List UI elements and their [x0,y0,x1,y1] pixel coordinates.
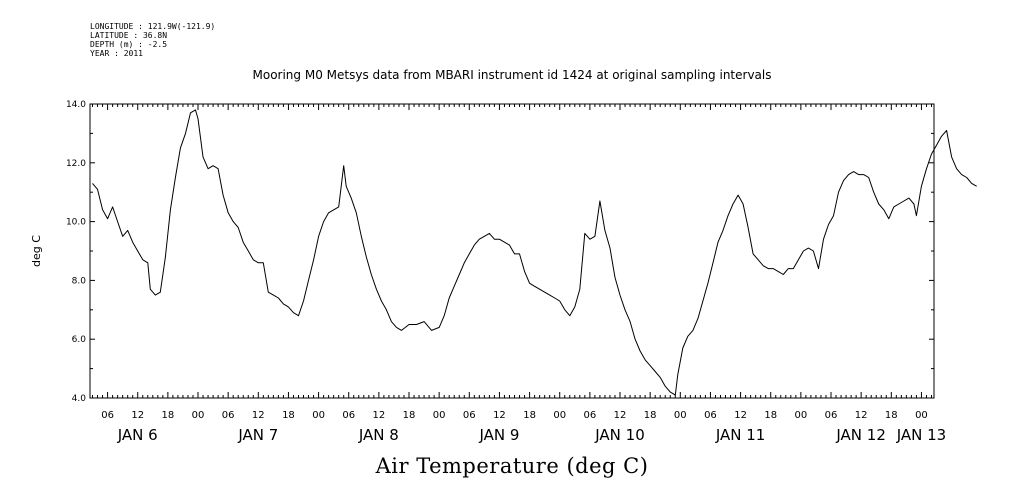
x-hour-tick-label: 12 [252,410,265,421]
latitude-text: LATITUDE : 36.8N [90,31,168,40]
x-hour-tick-label: 00 [915,410,928,421]
x-hour-tick-label: 12 [855,410,868,421]
depth-text: DEPTH (m) : -2.5 [90,40,168,49]
x-hour-tick-label: 00 [553,410,566,421]
x-hour-tick-label: 00 [192,410,205,421]
x-day-label: JAN 7 [237,426,278,444]
x-hour-tick-label: 12 [131,410,144,421]
y-tick-label: 14.0 [66,100,86,110]
x-day-label: JAN 6 [117,426,158,444]
x-hour-tick-label: 18 [644,410,657,421]
x-hour-tick-label: 00 [312,410,325,421]
x-hour-tick-label: 18 [764,410,777,421]
x-hour-tick-label: 06 [101,410,114,421]
x-hour-tick-label: 06 [825,410,838,421]
x-hour-tick-label: 12 [493,410,506,421]
x-hour-tick-label: 00 [433,410,446,421]
x-day-label: JAN 10 [594,426,645,444]
x-day-label: JAN 8 [358,426,399,444]
station-metadata: LONGITUDE : 121.9W(-121.9) LATITUDE : 36… [90,22,215,58]
x-day-label: JAN 13 [896,426,947,444]
y-tick-label: 6.0 [72,335,87,345]
x-hour-tick-label: 06 [222,410,235,421]
x-hour-tick-label: 00 [795,410,808,421]
longitude-text: LONGITUDE : 121.9W(-121.9) [90,22,216,31]
x-day-label: JAN 11 [715,426,766,444]
y-tick-label: 10.0 [66,218,86,228]
y-tick-label: 12.0 [66,159,86,169]
chart-title: Mooring M0 Metsys data from MBARI instru… [252,68,772,82]
y-tick-label: 4.0 [72,394,87,404]
x-hour-tick-label: 06 [584,410,597,421]
x-day-label: JAN 12 [835,426,886,444]
x-hour-tick-label: 06 [342,410,355,421]
x-hour-tick-label: 18 [162,410,175,421]
x-axis: 06 12 18 00 06 12 18 00 06 12 18 00 06 12 18 00 06 12 18 00… [92,104,947,444]
x-hour-tick-label: 06 [704,410,717,421]
x-axis-title: Air Temperature (deg C) [375,454,649,478]
x-hour-tick-label: 12 [373,410,386,421]
year-text: YEAR : 2011 [90,49,143,58]
y-axis-label: deg C [30,235,43,267]
x-hour-tick-label: 18 [282,410,295,421]
y-tick-label: 8.0 [72,276,87,286]
y-axis: 4.0 6.0 8.0 10.0 12.0 14.0 [66,100,934,404]
x-hour-tick-label: 18 [523,410,536,421]
series-layer [92,109,977,396]
x-hour-tick-label: 06 [463,410,476,421]
series-line-air-temperature [92,109,977,396]
x-hour-tick-label: 00 [674,410,687,421]
x-day-label: JAN 9 [478,426,519,444]
x-hour-tick-label: 12 [614,410,627,421]
x-hour-tick-label: 12 [734,410,747,421]
plot-frame [89,103,935,399]
x-hour-tick-label: 18 [403,410,416,421]
x-hour-tick-label: 18 [885,410,898,421]
